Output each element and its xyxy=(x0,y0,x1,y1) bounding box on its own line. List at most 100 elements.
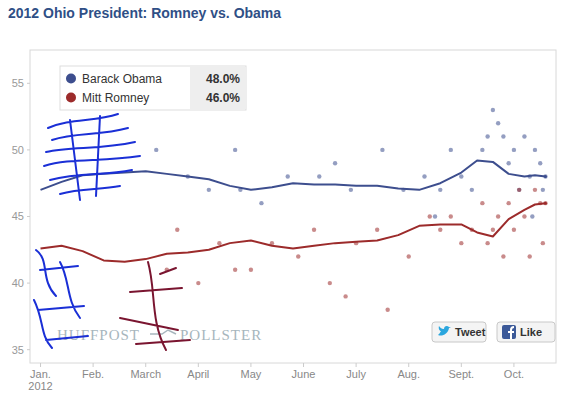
poll-point xyxy=(312,228,316,232)
x-tick-label: July xyxy=(346,368,366,380)
y-tick-label: 45 xyxy=(12,210,24,222)
y-tick-label: 55 xyxy=(12,77,24,89)
poll-point xyxy=(407,254,411,258)
x-tick xyxy=(461,363,462,367)
poll-point xyxy=(385,308,389,312)
poll-point xyxy=(296,254,300,258)
poll-point xyxy=(528,254,532,258)
x-tick xyxy=(513,363,514,367)
poll-point xyxy=(433,214,437,218)
x-tick-label: Oct. xyxy=(504,368,524,380)
chart-svg: 2012 Ohio President: Romney vs. Obama 35 4… xyxy=(0,0,564,393)
scribble xyxy=(120,262,190,350)
legend-label: Barack Obama xyxy=(82,72,162,86)
like-icon-glyph xyxy=(508,327,514,339)
y-tick-label: 50 xyxy=(12,144,24,156)
y-tick xyxy=(27,149,30,150)
poll-point xyxy=(233,148,237,152)
poll-point xyxy=(249,268,253,272)
legend-swatch xyxy=(66,74,76,84)
x-tick xyxy=(93,363,94,367)
latest-point xyxy=(544,175,547,178)
scribble xyxy=(44,114,140,200)
poll-point xyxy=(233,268,237,272)
poll-point xyxy=(154,148,158,152)
button-label[interactable]: Like xyxy=(520,326,542,338)
share-button[interactable]: Tweet xyxy=(432,322,486,342)
y-tick-label: 35 xyxy=(12,344,24,356)
poll-point xyxy=(459,241,463,245)
poll-point xyxy=(422,174,426,178)
latest-point xyxy=(544,202,547,205)
poll-point xyxy=(349,188,353,192)
poll-points xyxy=(154,108,548,219)
poll-point xyxy=(533,188,537,192)
chart-title: 2012 Ohio President: Romney vs. Obama xyxy=(8,5,281,21)
poll-point xyxy=(538,161,542,165)
legend-value-bg xyxy=(190,67,245,109)
share-buttons: Tweet Like xyxy=(432,322,555,342)
legend-value: 46.0% xyxy=(206,91,240,105)
poll-point xyxy=(522,134,526,138)
x-tick xyxy=(356,363,357,367)
x-tick-label: Aug. xyxy=(397,368,420,380)
poll-point xyxy=(491,228,495,232)
poll-point xyxy=(517,188,521,192)
x-tick xyxy=(408,363,409,367)
poll-point xyxy=(506,161,510,165)
poll-point xyxy=(530,214,534,218)
trend-line xyxy=(41,161,546,190)
poll-point xyxy=(517,188,521,192)
x-tick-label: Feb. xyxy=(82,368,104,380)
x-tick xyxy=(303,363,304,367)
y-tick xyxy=(27,283,30,284)
x-tick-label: June xyxy=(292,368,316,380)
x-tick-label: April xyxy=(187,368,209,380)
poll-point xyxy=(438,228,442,232)
poll-point xyxy=(259,201,263,205)
legend: Barack Obama48.0%Mitt Romney46.0% xyxy=(60,66,246,110)
poll-point xyxy=(533,148,537,152)
watermark-logo xyxy=(150,330,176,334)
poll-point xyxy=(449,148,453,152)
poll-point xyxy=(375,228,379,232)
poll-point xyxy=(449,214,453,218)
data-group xyxy=(41,108,548,312)
poll-point xyxy=(196,281,200,285)
poll-point xyxy=(491,108,495,112)
poll-point xyxy=(480,148,484,152)
x-tick xyxy=(40,363,41,367)
watermark-text: POLLSTER xyxy=(180,327,262,343)
poll-point xyxy=(541,241,545,245)
y-tick xyxy=(27,83,30,84)
poll-point xyxy=(485,134,489,138)
poll-point xyxy=(380,148,384,152)
x-tick xyxy=(145,363,146,367)
x-tick xyxy=(250,363,251,367)
poll-point xyxy=(501,254,505,258)
button-bg[interactable] xyxy=(497,322,555,342)
poll-point xyxy=(217,241,221,245)
share-button[interactable]: Like xyxy=(497,322,555,342)
poll-point xyxy=(501,134,505,138)
poll-point xyxy=(175,228,179,232)
poll-point xyxy=(485,241,489,245)
poll-point xyxy=(207,188,211,192)
plot-frame xyxy=(30,50,556,363)
y-tick-label: 40 xyxy=(12,277,24,289)
poll-point xyxy=(459,174,463,178)
poll-point xyxy=(506,201,510,205)
y-tick xyxy=(27,349,30,350)
legend-swatch xyxy=(66,93,76,103)
poll-point xyxy=(286,174,290,178)
x-tick-label: Jan. xyxy=(30,368,51,380)
button-label[interactable]: Tweet xyxy=(455,326,486,338)
x-tick-label: May xyxy=(241,368,262,380)
button-bg[interactable] xyxy=(432,322,486,342)
poll-point xyxy=(333,161,337,165)
trend-line xyxy=(41,203,546,262)
poll-point xyxy=(541,188,545,192)
poll-point xyxy=(512,148,516,152)
poll-point xyxy=(496,214,500,218)
legend-label: Mitt Romney xyxy=(82,91,149,105)
